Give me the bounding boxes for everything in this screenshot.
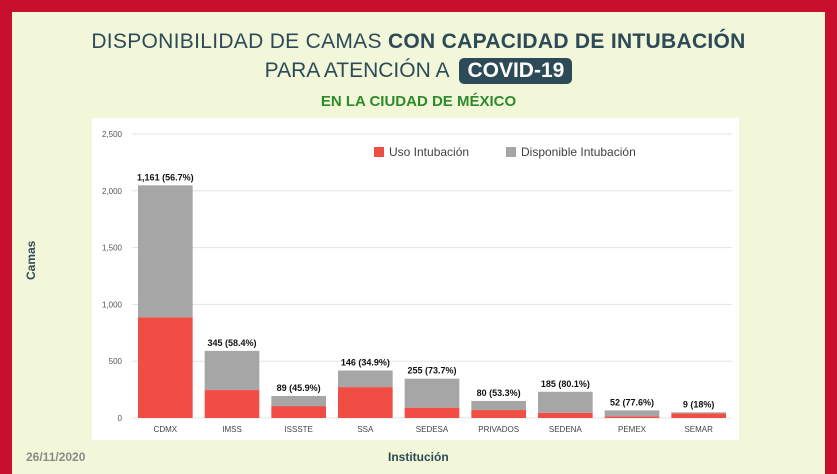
data-label: 146 (34.9%) [341, 358, 390, 368]
bar-uso-sedesa [404, 407, 460, 418]
date-stamp: 26/11/2020 [26, 450, 86, 464]
bar-uso-imss [204, 390, 260, 418]
x-tick-label: SEDESA [416, 425, 449, 434]
y-tick-label: 2,000 [102, 187, 123, 196]
y-tick-label: 1,500 [102, 244, 123, 253]
subtitle: EN LA CIUDAD DE MÉXICO [320, 93, 517, 110]
bar-disponible-privados [471, 400, 526, 411]
title-line-1: DISPONIBILIDAD DE CAMAS CON CAPACIDAD DE… [0, 30, 837, 54]
data-label: 1,161 (56.7%) [137, 172, 194, 182]
covid-badge: COVID-19 [459, 58, 573, 84]
y-tick-label: 0 [118, 414, 123, 423]
data-label: 185 (80.1%) [541, 379, 590, 389]
data-label: 80 (53.3%) [477, 388, 521, 398]
bar-disponible-cdmx [138, 185, 193, 318]
bar-chart: 0 500 1,000 1,500 2,000 2,500 1,161 (56.7%) CDM… [102, 130, 732, 434]
legend-label: Disponible Intubación [521, 145, 636, 159]
x-tick-label: PRIVADOS [478, 425, 519, 434]
x-tick-label: IMSS [222, 425, 242, 434]
y-tick-label: 2,500 [102, 130, 123, 139]
x-tick-label: PEMEX [618, 425, 647, 434]
x-tick-label: ISSSTE [284, 425, 312, 434]
bar-disponible-imss [204, 350, 260, 391]
title-line-2-text: PARA ATENCIÓN A [264, 59, 450, 82]
bar-uso-privados [471, 410, 526, 418]
x-tick-label: SSA [357, 425, 374, 434]
y-axis-label: Camas [24, 240, 38, 280]
bar-uso-ssa [338, 387, 393, 418]
bar-uso-pemex [604, 416, 660, 418]
bar-disponible-issste [271, 395, 326, 407]
chart-area: 0 500 1,000 1,500 2,000 2,500 1,161 (56.7%) CDM… [92, 118, 739, 440]
bar-disponible-sedena [538, 391, 593, 413]
x-tick-label: CDMX [154, 425, 178, 434]
x-tick-label: SEMAR [684, 425, 713, 434]
x-tick-label: SEDENA [549, 425, 583, 434]
data-label: 255 (73.7%) [407, 366, 456, 376]
data-label: 52 (77.6%) [610, 397, 654, 407]
title-line-2: PARA ATENCIÓN A COVID-19 [0, 58, 837, 84]
bar-disponible-semar [671, 412, 726, 414]
bar-uso-semar [671, 413, 726, 418]
y-tick-label: 500 [109, 357, 123, 366]
bar-disponible-ssa [338, 370, 393, 388]
title-normal-text: DISPONIBILIDAD DE CAMAS [91, 30, 388, 53]
legend-swatch [374, 147, 384, 157]
bar-uso-cdmx [138, 317, 193, 418]
legend-label: Uso Intubación [389, 145, 469, 159]
bar-disponible-pemex [604, 410, 660, 417]
data-label: 345 (58.4%) [207, 338, 256, 348]
data-label: 9 (18%) [683, 399, 715, 409]
x-axis-label: Institución [388, 450, 449, 464]
legend-swatch [506, 147, 516, 157]
bar-uso-sedena [538, 412, 593, 418]
bar-uso-issste [271, 406, 326, 418]
y-tick-label: 1,000 [102, 300, 123, 309]
title-bold-text: CON CAPACIDAD DE INTUBACIÓN [387, 30, 746, 53]
bar-disponible-sedesa [404, 378, 460, 408]
data-label: 89 (45.9%) [277, 383, 321, 393]
